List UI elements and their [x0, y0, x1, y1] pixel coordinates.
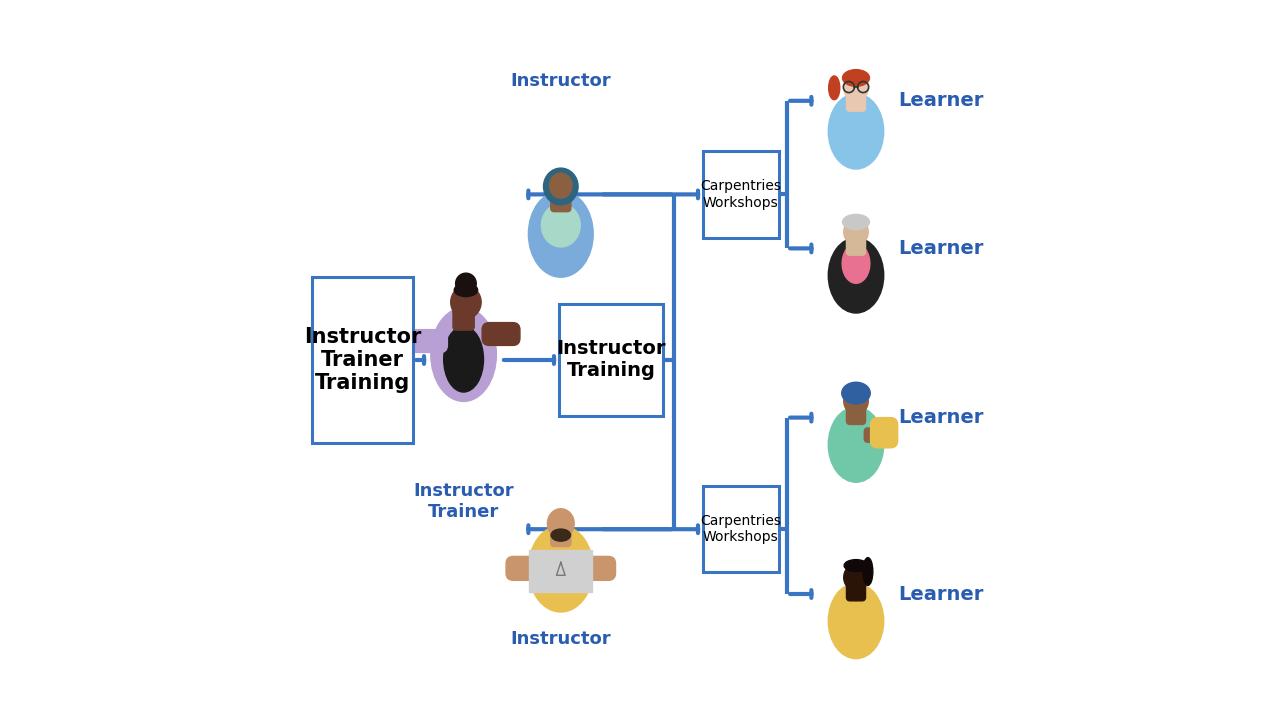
Ellipse shape [529, 526, 593, 612]
Text: Carpentries
Workshops: Carpentries Workshops [700, 514, 781, 544]
FancyBboxPatch shape [846, 92, 865, 111]
FancyBboxPatch shape [846, 236, 865, 256]
FancyBboxPatch shape [506, 557, 544, 580]
Ellipse shape [451, 286, 481, 318]
FancyBboxPatch shape [703, 486, 778, 572]
FancyBboxPatch shape [453, 307, 474, 330]
Text: Learner: Learner [897, 239, 983, 258]
FancyBboxPatch shape [529, 550, 593, 592]
Text: Instructor: Instructor [511, 72, 611, 90]
Ellipse shape [844, 218, 868, 246]
Text: Instructor
Trainer
Training: Instructor Trainer Training [305, 327, 421, 393]
FancyBboxPatch shape [703, 151, 778, 238]
FancyBboxPatch shape [550, 192, 571, 212]
FancyBboxPatch shape [870, 418, 897, 448]
FancyBboxPatch shape [410, 330, 448, 352]
Text: Instructor
Trainer: Instructor Trainer [413, 482, 513, 521]
FancyBboxPatch shape [846, 582, 865, 600]
Ellipse shape [842, 382, 870, 404]
Ellipse shape [548, 175, 573, 202]
Ellipse shape [529, 191, 593, 277]
Ellipse shape [842, 215, 869, 230]
Text: Learner: Learner [897, 408, 983, 427]
Text: Learner: Learner [897, 91, 983, 110]
Ellipse shape [828, 94, 883, 169]
Ellipse shape [552, 529, 571, 541]
Text: Instructor: Instructor [511, 630, 611, 648]
Ellipse shape [454, 284, 477, 297]
Text: Instructor
Training: Instructor Training [557, 340, 666, 380]
Ellipse shape [844, 559, 868, 572]
FancyBboxPatch shape [559, 304, 663, 416]
Ellipse shape [842, 243, 870, 283]
FancyBboxPatch shape [864, 428, 886, 442]
Ellipse shape [828, 407, 883, 482]
Ellipse shape [828, 583, 883, 659]
FancyBboxPatch shape [577, 557, 616, 580]
Ellipse shape [541, 204, 580, 247]
Ellipse shape [444, 326, 484, 392]
Ellipse shape [431, 307, 497, 401]
FancyBboxPatch shape [483, 323, 520, 346]
Text: Learner: Learner [897, 585, 983, 603]
Circle shape [456, 273, 476, 294]
Ellipse shape [844, 387, 868, 415]
Ellipse shape [842, 70, 869, 86]
Text: Carpentries
Workshops: Carpentries Workshops [700, 179, 781, 210]
Ellipse shape [544, 168, 579, 204]
FancyBboxPatch shape [312, 277, 413, 443]
Ellipse shape [844, 74, 868, 102]
Ellipse shape [844, 564, 868, 591]
FancyBboxPatch shape [846, 405, 865, 424]
Ellipse shape [828, 76, 840, 99]
Ellipse shape [549, 173, 572, 198]
Ellipse shape [548, 509, 575, 538]
FancyBboxPatch shape [550, 527, 571, 546]
Ellipse shape [863, 557, 873, 585]
Ellipse shape [828, 238, 883, 313]
